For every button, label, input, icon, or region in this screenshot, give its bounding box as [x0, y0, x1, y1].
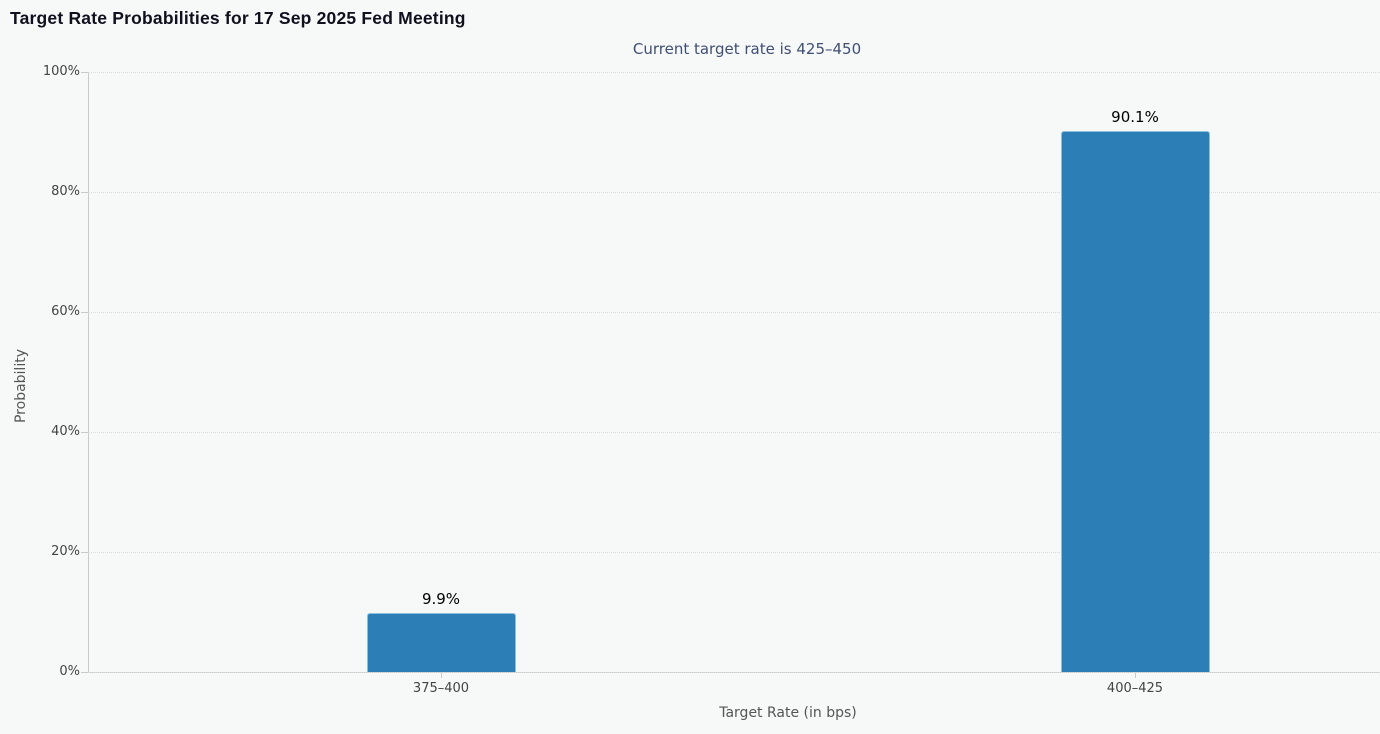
bar-400-425[interactable]: [1060, 131, 1210, 672]
y-axis-tick-label: 20%: [51, 544, 80, 559]
y-axis-tick-label: 100%: [42, 64, 80, 79]
bar-375-400[interactable]: [366, 612, 516, 672]
gridline: [88, 192, 1380, 193]
x-axis-tick: [1135, 673, 1136, 678]
x-axis-title: Target Rate (in bps): [719, 705, 857, 721]
gridline: [88, 312, 1380, 313]
y-axis-tick: [81, 312, 88, 313]
y-axis-tick: [81, 72, 88, 73]
gridline: [88, 552, 1380, 553]
x-axis-category-label: 400–425: [1106, 681, 1164, 696]
y-axis-tick: [81, 192, 88, 193]
gridline: [88, 72, 1380, 73]
bar-value-label: 9.9%: [421, 589, 461, 608]
chart-subtitle: Current target rate is 425–450: [632, 40, 862, 58]
y-axis-tick: [81, 552, 88, 553]
y-axis-tick-label: 0%: [59, 664, 80, 679]
chart-title: Target Rate Probabilities for 17 Sep 202…: [10, 8, 466, 28]
y-axis-title: Probability: [13, 349, 29, 424]
gridline: [88, 432, 1380, 433]
y-axis-tick-label: 80%: [51, 184, 80, 199]
x-axis-tick: [441, 673, 442, 678]
x-axis-category-label: 375–400: [412, 681, 470, 696]
y-axis-tick-label: 60%: [51, 304, 80, 319]
bar-value-label: 90.1%: [1111, 108, 1159, 127]
y-axis-tick-label: 40%: [51, 424, 80, 439]
y-axis-tick: [81, 672, 88, 673]
y-axis-tick: [81, 432, 88, 433]
gridline: [88, 672, 1380, 673]
